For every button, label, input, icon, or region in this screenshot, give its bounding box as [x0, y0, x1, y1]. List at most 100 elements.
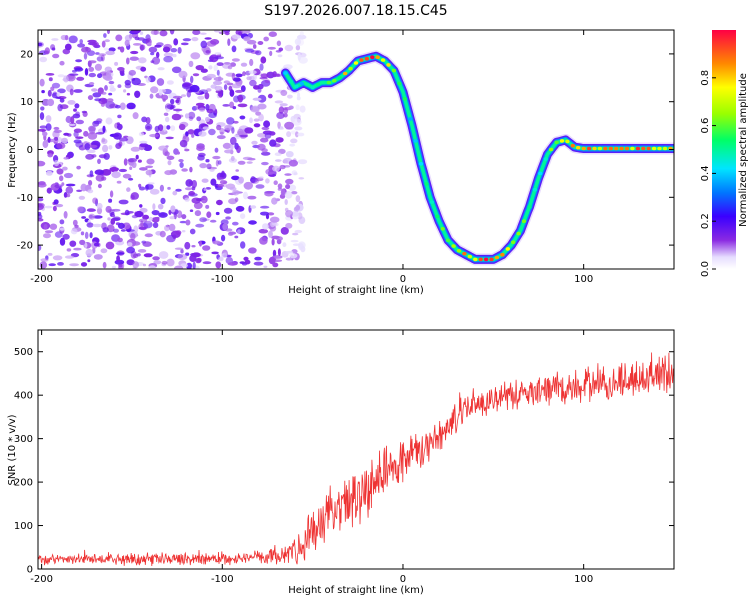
noise-speckle	[248, 247, 257, 254]
noise-speckle	[252, 44, 257, 49]
noise-speckle	[275, 159, 282, 162]
ridge-peak	[630, 146, 635, 151]
noise-speckle	[215, 211, 220, 216]
noise-speckle	[142, 241, 152, 247]
noise-speckle	[230, 136, 237, 145]
noise-speckle	[152, 256, 160, 261]
y-tick-label: 300	[14, 434, 33, 445]
noise-speckle	[261, 151, 271, 156]
noise-speckle	[178, 159, 184, 163]
noise-speckle	[186, 262, 193, 269]
ridge-peak	[592, 146, 597, 151]
noise-speckle	[188, 60, 194, 68]
noise-speckle	[176, 151, 180, 155]
noise-speckle	[115, 252, 125, 255]
noise-speckle	[168, 209, 172, 215]
noise-speckle	[53, 126, 60, 130]
noise-speckle	[132, 43, 142, 46]
noise-speckle	[130, 146, 141, 152]
noise-speckle	[76, 189, 83, 192]
noise-speckle	[223, 251, 227, 256]
noise-speckle	[97, 73, 103, 79]
noise-speckle	[138, 57, 147, 64]
noise-speckle	[38, 42, 43, 47]
noise-speckle	[189, 209, 194, 212]
ridge-peak	[456, 249, 462, 253]
ridge-peak	[532, 187, 538, 192]
x-tick-label: -100	[211, 574, 234, 585]
noise-speckle	[221, 170, 225, 178]
noise-speckle	[126, 246, 135, 254]
ridge-peak	[565, 139, 570, 144]
noise-speckle	[295, 131, 299, 138]
noise-speckle	[88, 126, 96, 135]
noise-speckle	[113, 132, 122, 140]
noise-speckle	[196, 145, 205, 152]
noise-speckle	[289, 253, 298, 259]
noise-speckle	[202, 261, 212, 265]
noise-speckle	[102, 125, 106, 133]
noise-speckle	[237, 160, 246, 165]
noise-speckle	[56, 168, 64, 175]
ridge-peak	[359, 58, 364, 62]
ridge-peak	[543, 157, 548, 161]
noise-speckle	[104, 39, 110, 43]
noise-speckle	[87, 149, 96, 154]
noise-speckle	[110, 218, 116, 225]
noise-speckle	[166, 80, 174, 85]
noise-speckle	[204, 92, 210, 100]
ridge-peak	[299, 81, 304, 86]
ridge-peak	[635, 146, 641, 151]
noise-speckle	[38, 160, 46, 167]
x-tick-label: 100	[574, 574, 593, 585]
noise-speckle	[249, 79, 257, 87]
noise-speckle	[111, 211, 115, 216]
noise-speckle	[149, 93, 154, 99]
noise-speckle	[262, 223, 269, 230]
noise-speckle	[151, 56, 161, 65]
noise-speckle	[109, 166, 119, 173]
ridge-peak	[554, 140, 559, 145]
colorbar-label: Normalized spectral amplitude	[738, 73, 749, 227]
noise-speckle	[205, 50, 211, 54]
spectrogram-x-axis-label: Height of straight line (km)	[288, 285, 424, 296]
noise-speckle	[232, 189, 240, 196]
noise-speckle	[199, 32, 207, 35]
noise-speckle	[162, 46, 171, 53]
noise-speckle	[192, 30, 201, 35]
spectrogram-y-ticks: -20 -10 0 10 20	[17, 49, 674, 252]
noise-speckle	[106, 98, 114, 103]
noise-speckle	[184, 197, 190, 202]
noise-speckle	[38, 214, 43, 220]
noise-speckle	[199, 240, 202, 247]
ridge-peak	[445, 238, 451, 243]
noise-speckle	[185, 219, 191, 226]
noise-speckle	[57, 88, 66, 94]
noise-speckle	[107, 30, 110, 35]
noise-speckle	[295, 204, 301, 211]
noise-speckle	[45, 73, 55, 76]
noise-speckle	[93, 254, 103, 260]
noise-speckle	[109, 85, 115, 89]
noise-speckle	[59, 227, 65, 231]
noise-speckle	[192, 73, 200, 77]
ridge-peak	[315, 82, 321, 87]
noise-speckle	[78, 195, 86, 200]
noise-speckle	[39, 112, 45, 121]
noise-speckle	[224, 124, 233, 131]
noise-speckle	[118, 168, 127, 173]
noise-speckle	[170, 98, 175, 105]
noise-speckle	[222, 104, 230, 107]
noise-speckle	[159, 184, 164, 192]
noise-speckle	[239, 115, 246, 120]
ridge-peak	[603, 146, 608, 151]
x-tick-label: -100	[211, 274, 234, 285]
noise-speckle	[285, 250, 294, 254]
noise-speckle	[43, 223, 48, 230]
noise-speckle	[291, 211, 300, 217]
noise-speckle	[67, 100, 76, 105]
noise-speckle	[47, 136, 51, 143]
noise-speckle	[288, 159, 298, 167]
noise-speckle	[149, 133, 160, 138]
noise-speckle	[291, 191, 298, 195]
